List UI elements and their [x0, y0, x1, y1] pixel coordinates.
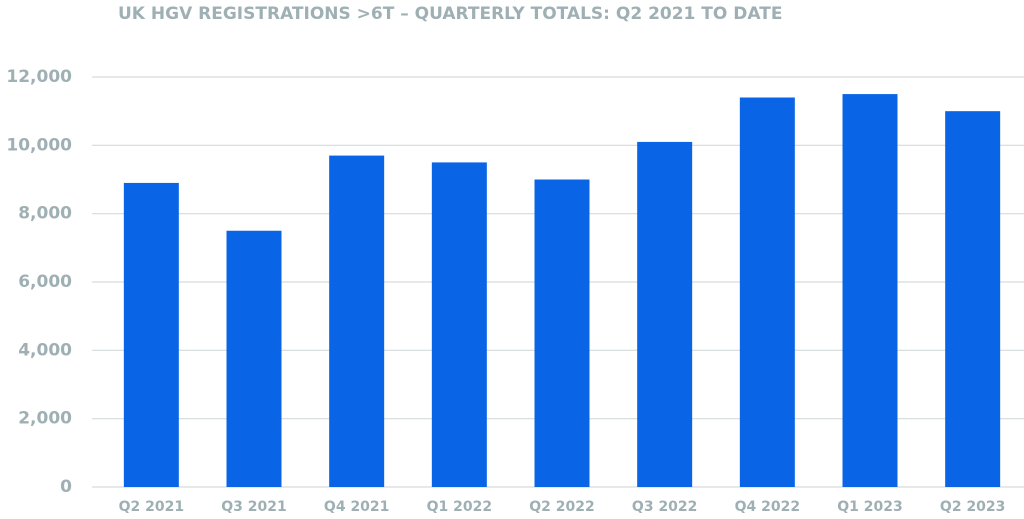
x-tick-label: Q1 2022	[427, 499, 492, 515]
x-tick-label: Q4 2022	[735, 499, 800, 515]
chart-title: UK HGV REGISTRATIONS >6T – QUARTERLY TOT…	[118, 4, 782, 24]
bar	[842, 94, 898, 487]
x-tick-label: Q1 2023	[837, 499, 902, 515]
bar	[739, 97, 795, 487]
bar	[123, 182, 179, 487]
bar	[637, 141, 693, 487]
bar	[534, 179, 590, 487]
x-tick-label: Q4 2021	[324, 499, 389, 515]
bar	[945, 111, 1001, 488]
y-tick-label: 10,000	[6, 135, 72, 155]
x-tick-label: Q2 2021	[119, 499, 184, 515]
y-tick-label: 4,000	[18, 340, 72, 360]
x-tick-label: Q2 2022	[529, 499, 594, 515]
x-tick-label: Q2 2023	[940, 499, 1005, 515]
y-tick-label: 6,000	[18, 272, 72, 292]
y-tick-label: 8,000	[18, 204, 72, 224]
bar	[226, 230, 282, 487]
bar	[329, 155, 385, 488]
x-tick-label: Q3 2021	[221, 499, 286, 515]
y-tick-label: 0	[60, 477, 72, 497]
x-tick-label: Q3 2022	[632, 499, 697, 515]
bar	[431, 162, 487, 487]
y-tick-label: 2,000	[18, 409, 72, 429]
y-tick-label: 12,000	[6, 67, 72, 87]
